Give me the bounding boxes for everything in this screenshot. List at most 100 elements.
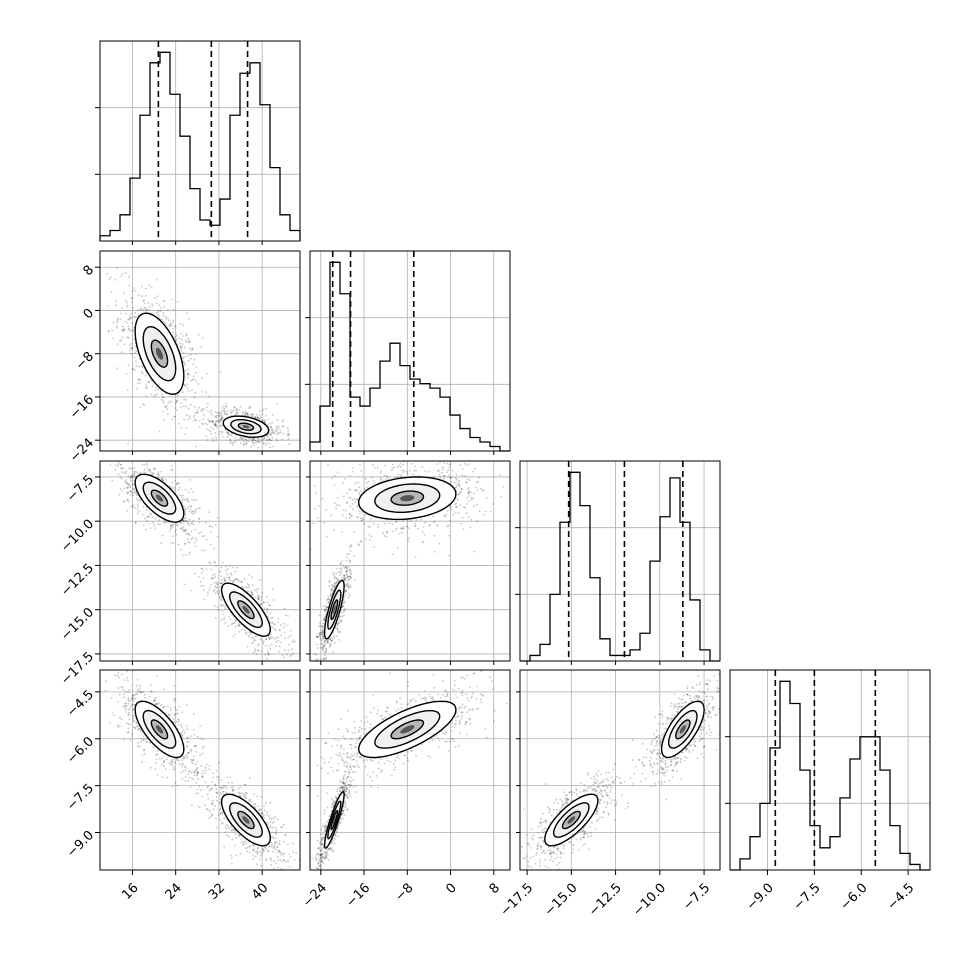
sample-point (130, 704, 133, 706)
sample-point (111, 479, 114, 482)
sample-point (196, 411, 199, 414)
sample-point (133, 473, 136, 476)
sample-point (196, 761, 199, 763)
sample-point (109, 722, 111, 724)
sample-point (184, 775, 187, 778)
contour-line (134, 473, 185, 523)
sample-point (252, 444, 255, 447)
sample-point (184, 769, 187, 771)
sample-point (460, 522, 463, 525)
sample-point (222, 604, 225, 607)
sample-point (201, 775, 204, 777)
sample-point (323, 671, 325, 673)
sample-point (320, 625, 323, 628)
sample-point (233, 406, 236, 408)
sample-point (166, 776, 169, 779)
sample-point (157, 388, 160, 391)
sample-point (138, 728, 141, 730)
sample-point (168, 325, 171, 327)
sample-point (182, 522, 185, 524)
sample-point (286, 427, 289, 430)
sample-point (333, 484, 336, 487)
sample-point (284, 637, 286, 639)
sample-point (184, 356, 187, 358)
sample-point (409, 469, 411, 472)
sample-point (117, 687, 120, 689)
sample-point (155, 302, 158, 305)
sample-point (160, 703, 163, 706)
sample-point (253, 589, 256, 592)
sample-point (128, 466, 131, 469)
sample-point (250, 445, 253, 448)
contour-line (357, 476, 457, 521)
sample-point (187, 376, 189, 379)
sample-point (118, 493, 121, 496)
sample-point (126, 486, 128, 489)
sample-point (455, 502, 458, 505)
sample-point (272, 623, 275, 625)
sample-point (160, 455, 162, 457)
sample-point (449, 463, 452, 465)
sample-point (322, 635, 324, 638)
sample-point (229, 440, 232, 442)
sample-point (156, 752, 159, 755)
sample-point (450, 481, 453, 483)
sample-point (201, 746, 204, 749)
sample-point (271, 421, 273, 424)
sample-point (172, 523, 175, 526)
sample-point (344, 607, 346, 610)
sample-point (220, 618, 223, 621)
sample-point (118, 676, 120, 679)
sample-point (244, 629, 247, 632)
sample-point (148, 470, 151, 472)
sample-point (184, 508, 186, 511)
sample-point (191, 498, 193, 501)
sample-point (105, 680, 107, 683)
sample-point (167, 309, 169, 311)
sample-point (198, 517, 200, 520)
sample-point (143, 302, 146, 305)
sample-point (406, 519, 409, 522)
sample-point (233, 580, 236, 583)
sample-point (131, 368, 134, 370)
sample-point (320, 646, 322, 649)
sample-point (330, 589, 333, 592)
sample-point (282, 424, 285, 427)
sample-point (141, 366, 144, 369)
sample-point (254, 596, 257, 598)
sample-point (347, 570, 349, 572)
sample-point (320, 643, 322, 645)
sample-point (219, 424, 222, 427)
sample-point (275, 644, 278, 647)
sample-point (333, 641, 336, 644)
sample-point (279, 429, 282, 432)
sample-point (315, 636, 318, 639)
sample-point (238, 624, 241, 626)
sample-point (126, 722, 129, 725)
sample-point (126, 731, 129, 734)
sample-point (250, 415, 253, 417)
sample-point (325, 651, 328, 653)
sample-point (246, 413, 249, 416)
sample-point (139, 691, 141, 693)
sample-point (345, 574, 348, 576)
sample-point (156, 295, 159, 298)
sample-point (290, 634, 293, 637)
sample-point (259, 603, 261, 606)
sample-point (134, 352, 137, 354)
sample-point (130, 491, 133, 493)
sample-point (287, 438, 290, 440)
sample-point (332, 584, 335, 587)
sample-point (345, 566, 348, 569)
sample-point (195, 750, 198, 753)
sample-point (183, 756, 186, 759)
sample-point (128, 327, 131, 330)
sample-point (117, 701, 119, 703)
sample-point (206, 406, 209, 408)
sample-point (95, 677, 97, 679)
sample-point (230, 434, 233, 436)
sample-point (143, 749, 146, 751)
sample-point (217, 609, 220, 612)
sample-point (446, 471, 449, 473)
sample-point (216, 535, 219, 538)
